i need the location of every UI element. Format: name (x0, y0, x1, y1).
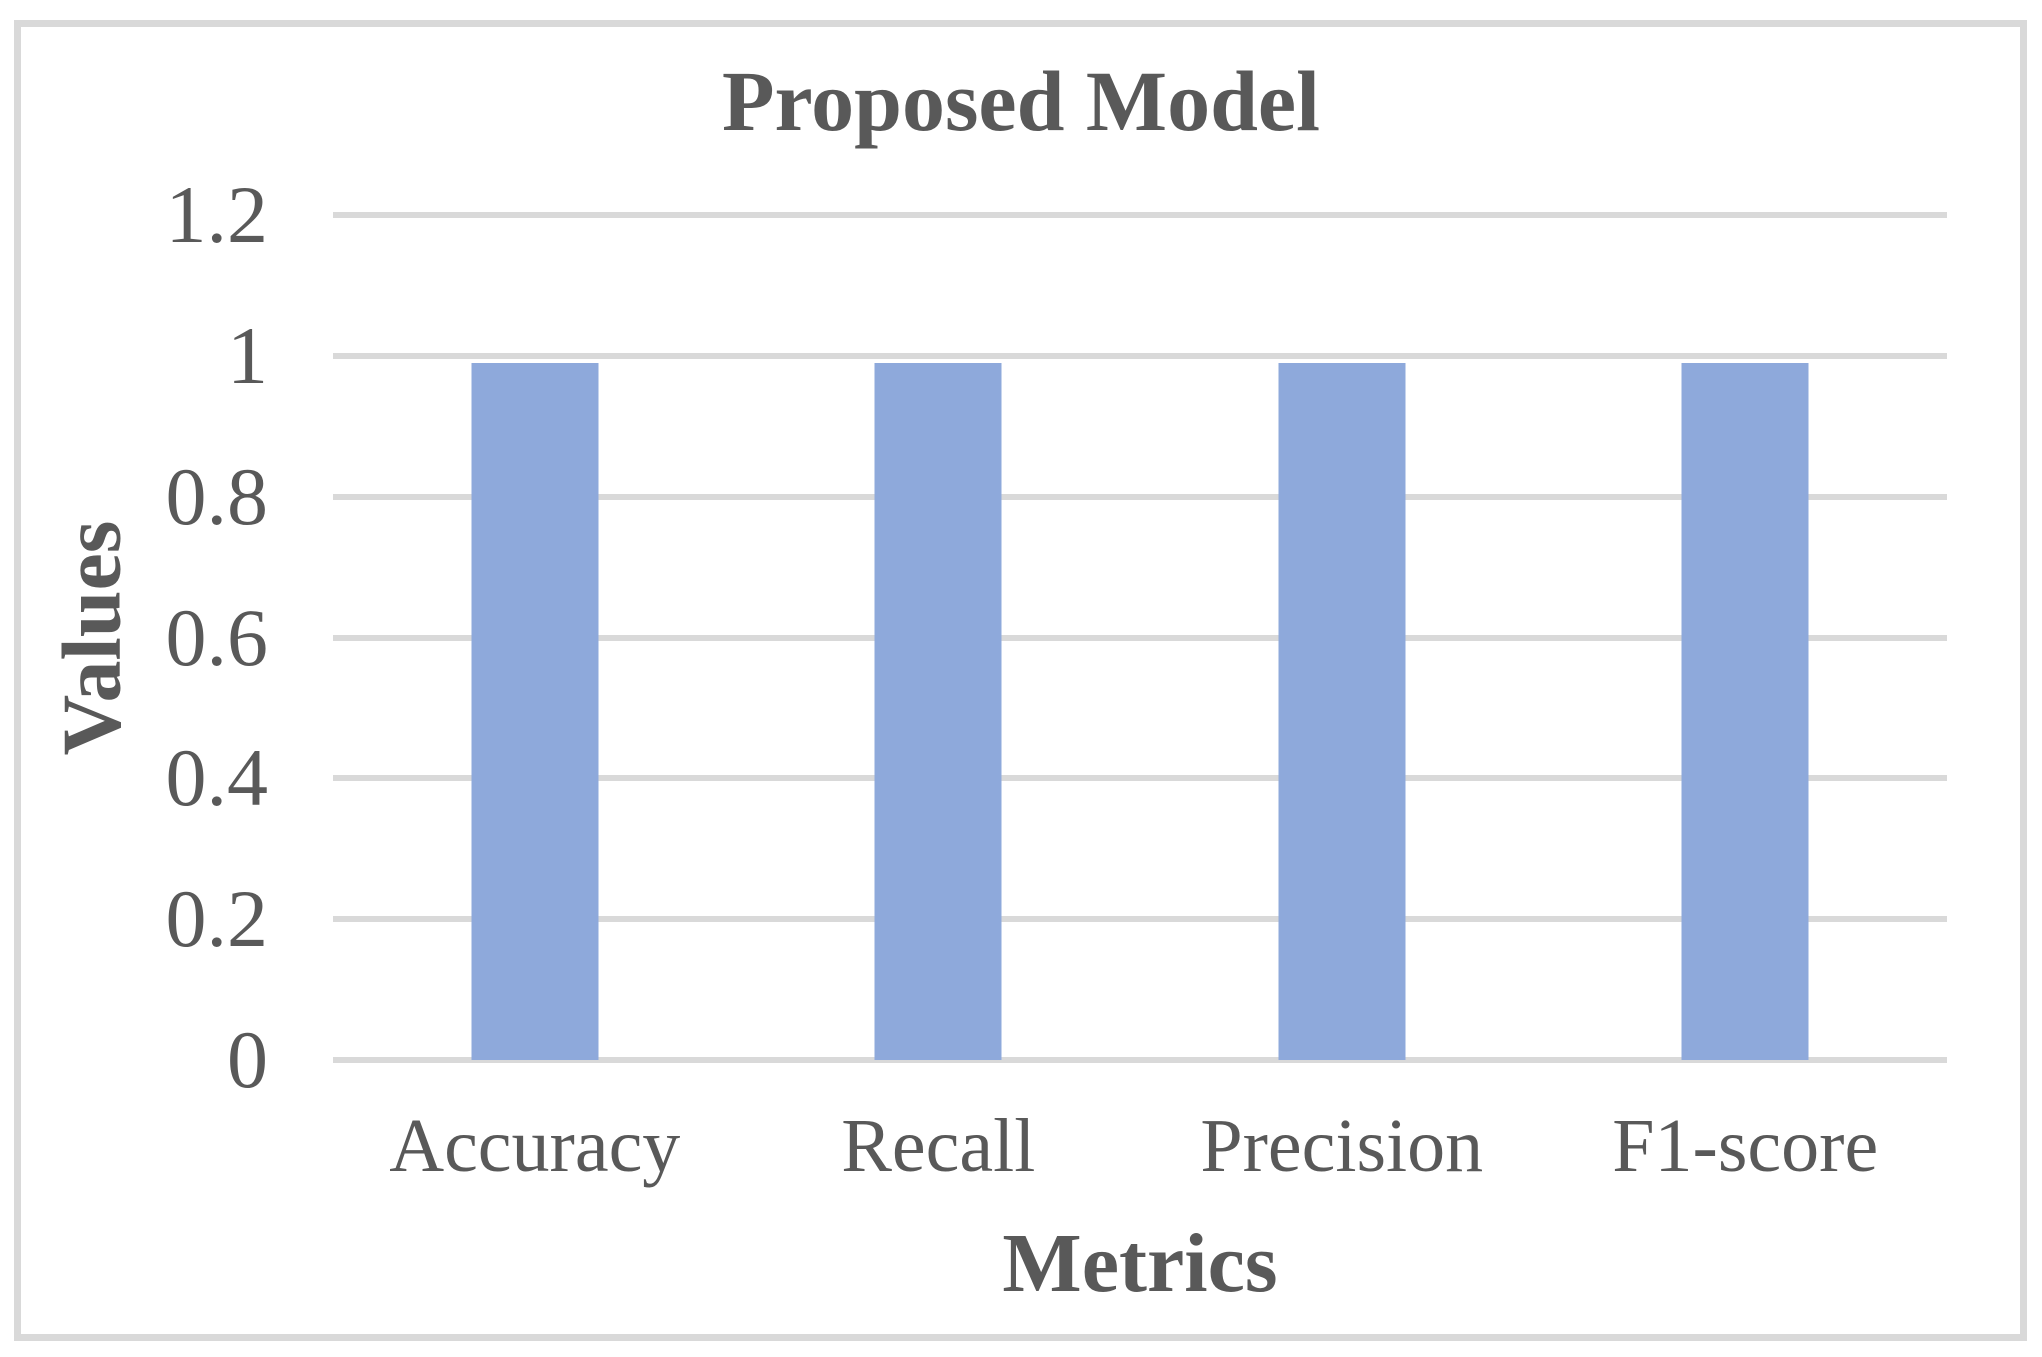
x-axis-title: Metrics (1002, 1217, 1278, 1310)
plot-area (333, 212, 1947, 1063)
bar-precision (1278, 362, 1406, 1060)
x-category-label: Recall (841, 1104, 1036, 1188)
bar-accuracy (471, 362, 599, 1060)
y-tick-label: 0 (227, 1014, 268, 1105)
y-axis-tick-labels: 0 0.2 0.4 0.6 0.8 1 1.2 (0, 174, 269, 1101)
gridline (333, 1057, 1947, 1063)
x-category-label: Accuracy (389, 1104, 681, 1188)
y-tick-label: 0.8 (165, 450, 269, 542)
y-tick-label: 1 (227, 309, 268, 401)
y-tick-label: 1.2 (165, 169, 269, 260)
x-axis-category-labels: Accuracy Recall Precision F1-score (333, 1108, 1947, 1208)
chart-title: Proposed Model (721, 53, 1320, 149)
gridline (333, 775, 1947, 782)
bar-f1-score (1681, 362, 1809, 1060)
y-tick-label: 0.4 (165, 732, 269, 824)
y-tick-label: 0.6 (165, 591, 269, 683)
y-tick-label: 0.2 (165, 873, 269, 965)
gridline (333, 212, 1947, 218)
gridline (333, 634, 1947, 641)
gridline (333, 352, 1947, 359)
gridline (333, 916, 1947, 923)
x-category-label: Precision (1200, 1104, 1484, 1188)
x-category-label: F1-score (1612, 1104, 1879, 1188)
gridline (333, 493, 1947, 500)
bar-recall (874, 362, 1002, 1060)
